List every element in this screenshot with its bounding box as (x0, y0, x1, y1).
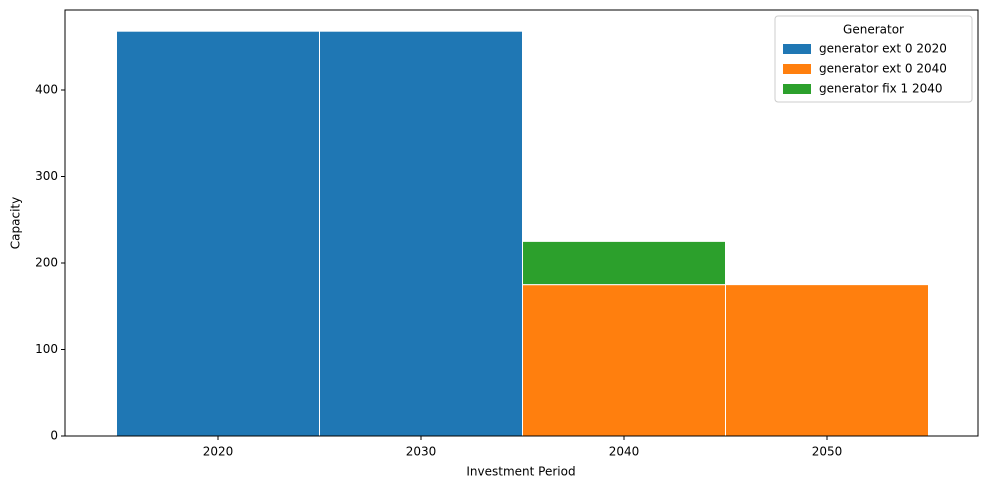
legend-swatch (783, 44, 811, 54)
x-tick-label: 2050 (812, 445, 843, 459)
plot-frame (64, 9, 979, 437)
y-tick-label: 200 (35, 256, 58, 270)
y-tick-label: 300 (35, 169, 58, 183)
legend-title: Generator (843, 23, 904, 37)
legend-swatch (783, 84, 811, 94)
legend-box (774, 15, 973, 103)
bar-segment (116, 30, 320, 437)
bar-segment (522, 284, 726, 437)
legend-label: generator fix 1 2040 (819, 82, 943, 96)
x-tick-label: 2020 (203, 445, 234, 459)
x-tick-label: 2030 (406, 445, 437, 459)
legend: Generator generator ext 0 2020 generator e… (774, 15, 973, 103)
y-tick-label: 400 (35, 83, 58, 97)
bar-segment (522, 240, 726, 286)
legend-label: generator ext 0 2040 (819, 62, 947, 76)
y-tick-label: 100 (35, 342, 58, 356)
x-tick-label: 2040 (609, 445, 640, 459)
y-tick-label: 0 (50, 429, 58, 443)
bar-segment (725, 284, 929, 437)
legend-swatch (783, 64, 811, 74)
y-axis-label: Capacity (9, 197, 23, 249)
bar-segment (319, 30, 523, 437)
legend-label: generator ext 0 2020 (819, 42, 947, 56)
x-axis-label: Investment Period (466, 465, 575, 479)
